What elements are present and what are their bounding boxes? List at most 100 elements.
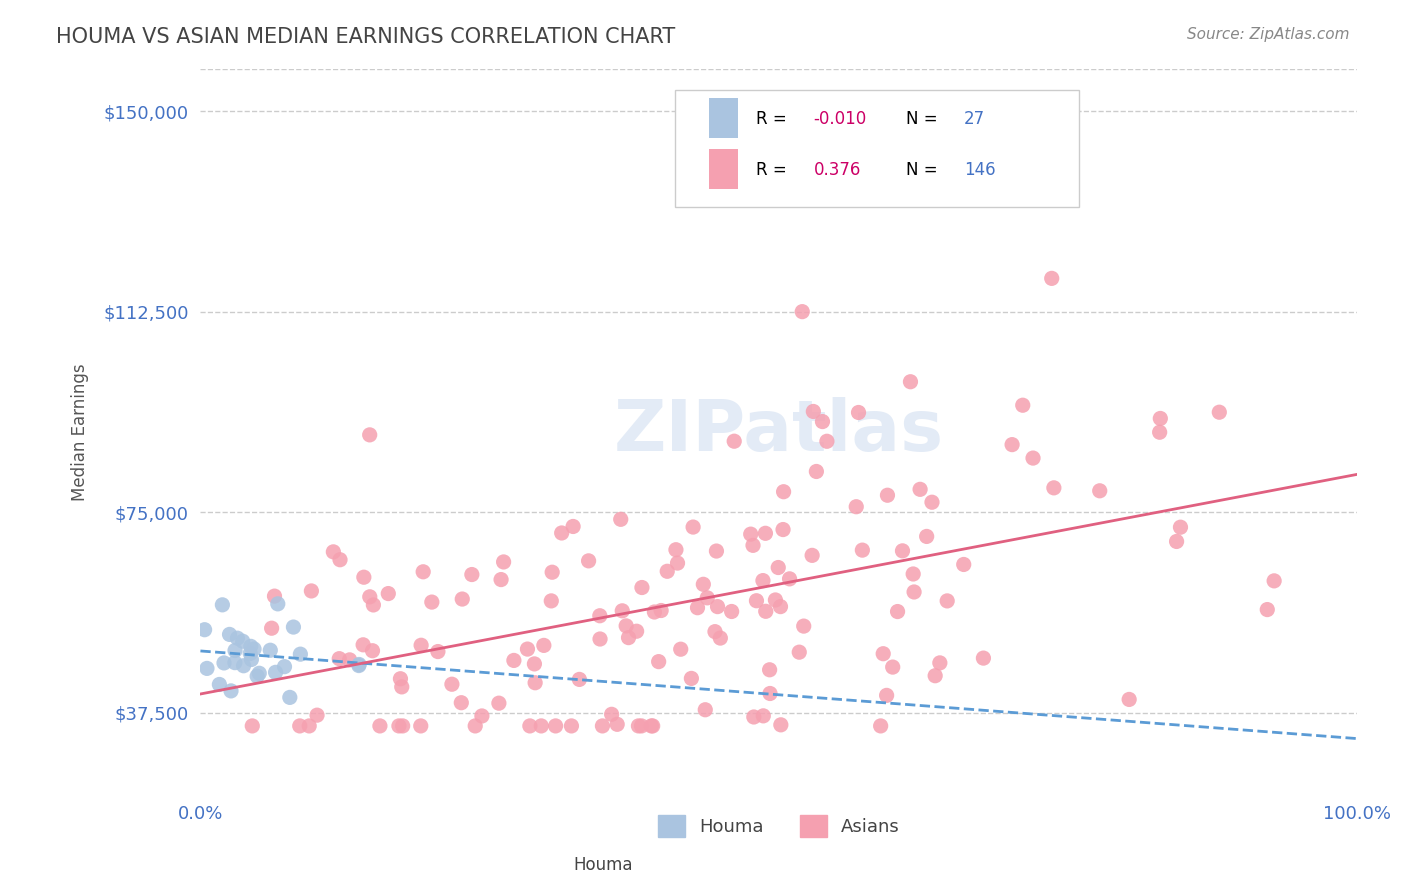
Point <box>377 586 399 600</box>
Point <box>643 605 665 619</box>
Point <box>787 645 810 659</box>
Point <box>578 554 600 568</box>
Point <box>524 675 547 690</box>
Point <box>322 545 344 559</box>
Point <box>742 710 765 724</box>
Point <box>1149 425 1171 440</box>
Bar <box>709 98 738 138</box>
Text: 0.376: 0.376 <box>814 161 860 178</box>
Point <box>426 644 449 658</box>
Point <box>368 719 391 733</box>
Point <box>612 604 634 618</box>
Point <box>267 597 290 611</box>
Point <box>273 659 295 673</box>
Point <box>347 657 370 672</box>
Point <box>464 719 486 733</box>
Point <box>224 643 246 657</box>
Point <box>706 544 728 558</box>
Point <box>352 638 374 652</box>
Point <box>562 519 585 533</box>
Point <box>212 656 235 670</box>
Point <box>876 488 898 502</box>
Point <box>1166 534 1188 549</box>
Point <box>903 585 925 599</box>
Text: R =: R = <box>755 161 792 178</box>
Point <box>851 543 873 558</box>
Point <box>801 549 824 563</box>
Point <box>224 656 246 670</box>
Text: 146: 146 <box>963 161 995 178</box>
Point <box>882 660 904 674</box>
Point <box>519 719 541 733</box>
Y-axis label: Median Earnings: Median Earnings <box>72 363 89 500</box>
Point <box>647 655 669 669</box>
Point <box>353 570 375 584</box>
Point <box>461 567 484 582</box>
Point <box>391 680 413 694</box>
Point <box>307 708 329 723</box>
Point <box>876 689 898 703</box>
Point <box>211 598 233 612</box>
Point <box>1040 271 1063 285</box>
Point <box>240 719 263 733</box>
Point <box>208 677 231 691</box>
Point <box>928 656 950 670</box>
Point <box>259 643 281 657</box>
Point <box>1149 411 1171 425</box>
Point <box>742 538 765 552</box>
Point <box>339 653 361 667</box>
Point <box>540 594 562 608</box>
Point <box>845 500 868 514</box>
Point <box>772 523 794 537</box>
Point <box>900 375 922 389</box>
Point <box>388 719 411 733</box>
Point <box>815 434 838 449</box>
Point <box>1043 481 1066 495</box>
Point <box>243 642 266 657</box>
Point <box>1088 483 1111 498</box>
Point <box>568 673 591 687</box>
Point <box>627 719 650 733</box>
Point <box>811 415 834 429</box>
Point <box>600 707 623 722</box>
Text: N =: N = <box>905 110 943 128</box>
Point <box>626 624 648 639</box>
Point <box>606 717 628 731</box>
Point <box>391 719 413 733</box>
Point <box>891 544 914 558</box>
Point <box>758 663 780 677</box>
Point <box>264 665 287 680</box>
Point <box>745 593 768 607</box>
Point <box>530 719 553 733</box>
Point <box>908 483 931 497</box>
Point <box>692 577 714 591</box>
Point <box>740 527 762 541</box>
Point <box>440 677 463 691</box>
Point <box>666 556 689 570</box>
Point <box>936 594 959 608</box>
Point <box>609 512 631 526</box>
Point <box>226 631 249 645</box>
Point <box>972 651 994 665</box>
Point <box>665 542 688 557</box>
Point <box>283 620 305 634</box>
Point <box>363 598 385 612</box>
Point <box>471 709 494 723</box>
Point <box>630 719 652 733</box>
Point <box>723 434 745 449</box>
Point <box>194 623 217 637</box>
Point <box>591 719 613 733</box>
Point <box>239 646 262 660</box>
Text: R =: R = <box>755 110 792 128</box>
Point <box>516 642 538 657</box>
Point <box>772 484 794 499</box>
Text: N =: N = <box>905 161 943 178</box>
Text: Source: ZipAtlas.com: Source: ZipAtlas.com <box>1187 27 1350 42</box>
Point <box>409 719 432 733</box>
Point <box>1022 451 1045 466</box>
Text: ZIPatlas: ZIPatlas <box>613 398 943 467</box>
Point <box>869 719 891 733</box>
Point <box>769 718 792 732</box>
Point <box>541 566 564 580</box>
Point <box>412 565 434 579</box>
